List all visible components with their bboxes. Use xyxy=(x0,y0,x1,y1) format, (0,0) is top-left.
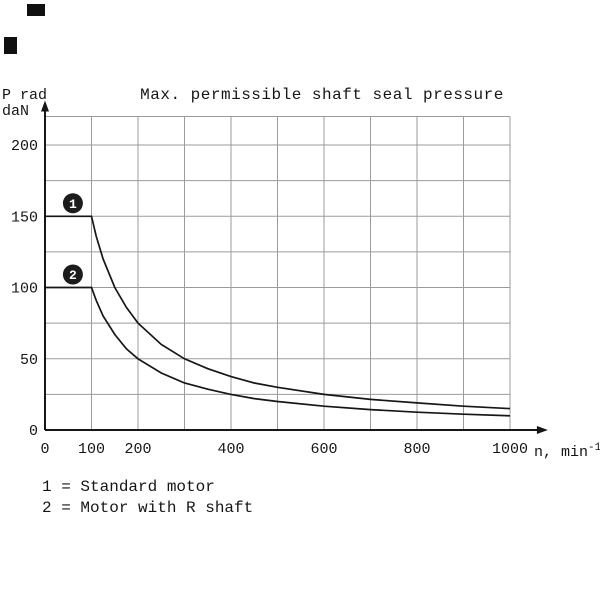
x-tick-label: 400 xyxy=(217,441,244,458)
series-marker-badge xyxy=(62,264,83,285)
x-tick-label: 1000 xyxy=(492,441,528,458)
x-axis-unit-exponent: -1 xyxy=(588,442,600,454)
x-tick-label: 100 xyxy=(78,441,105,458)
series-marker-badge xyxy=(62,193,83,214)
chart-title: Max. permissible shaft seal pressure xyxy=(140,86,504,104)
y-tick-label: 100 xyxy=(11,281,38,298)
y-tick-label: 200 xyxy=(11,138,38,155)
x-axis-unit-base: n, min xyxy=(534,444,589,461)
y-axis-unit-line1: P rad xyxy=(2,87,48,104)
curve-1 xyxy=(45,215,511,410)
series-marker-number: 1 xyxy=(69,197,77,212)
scan-artifact-mark-left xyxy=(4,37,17,54)
y-axis-unit-line2: daN xyxy=(2,103,30,120)
legend-item-standard-motor: 1 = Standard motor xyxy=(42,478,215,496)
scan-artifact-mark-top xyxy=(27,4,45,16)
y-tick-label: 0 xyxy=(29,423,38,440)
legend-item-motor-r-shaft: 2 = Motor with R shaft xyxy=(42,499,254,517)
curve-2 xyxy=(45,286,511,417)
x-tick-label: 800 xyxy=(403,441,430,458)
y-tick-label: 50 xyxy=(20,352,38,369)
y-axis-arrow-icon xyxy=(41,100,49,112)
series-marker-number: 2 xyxy=(69,268,77,283)
x-tick-label: 200 xyxy=(124,441,151,458)
x-axis-unit: n, min-1 xyxy=(534,442,600,461)
x-tick-label: 0 xyxy=(40,441,49,458)
y-tick-label: 150 xyxy=(11,209,38,226)
legend: 1 = Standard motor 2 = Motor with R shaf… xyxy=(42,477,253,519)
x-axis-arrow-icon xyxy=(536,426,548,434)
x-tick-label: 600 xyxy=(310,441,337,458)
